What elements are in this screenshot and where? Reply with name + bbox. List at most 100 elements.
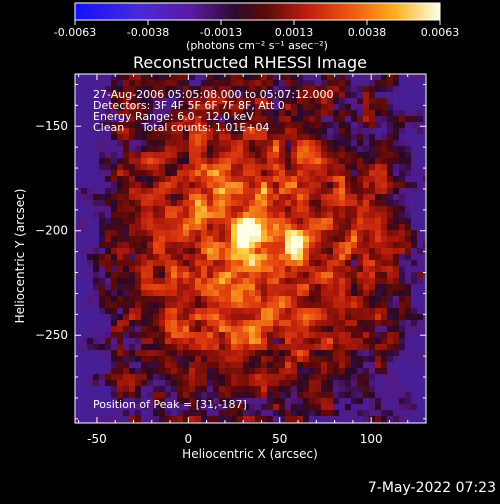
heatmap-cell (183, 248, 189, 254)
heatmap-cell (189, 170, 195, 176)
heatmap-cell (219, 356, 225, 362)
heatmap-cell (345, 206, 351, 212)
heatmap-cell (363, 392, 369, 398)
heatmap-cell (105, 302, 111, 308)
heatmap-cell (375, 260, 381, 266)
heatmap-cell (357, 110, 363, 116)
heatmap-cell (399, 146, 405, 152)
heatmap-cell (303, 386, 309, 392)
heatmap-cell (345, 230, 351, 236)
heatmap-cell (327, 320, 333, 326)
heatmap-cell (129, 356, 135, 362)
heatmap-cell (153, 188, 159, 194)
heatmap-cell (81, 344, 87, 350)
heatmap-cell (135, 80, 141, 86)
heatmap-cell (315, 380, 321, 386)
heatmap-cell (243, 200, 249, 206)
heatmap-cell (213, 314, 219, 320)
heatmap-cell (297, 140, 303, 146)
heatmap-cell (381, 314, 387, 320)
heatmap-cell (273, 206, 279, 212)
heatmap-cell (261, 332, 267, 338)
heatmap-cell (183, 200, 189, 206)
heatmap-cell (261, 380, 267, 386)
heatmap-cell (351, 98, 357, 104)
heatmap-cell (207, 80, 213, 86)
heatmap-cell (195, 230, 201, 236)
heatmap-cell (117, 260, 123, 266)
heatmap-cell (267, 314, 273, 320)
heatmap-cell (375, 248, 381, 254)
heatmap-cell (141, 254, 147, 260)
heatmap-cell (129, 242, 135, 248)
heatmap-cell (339, 242, 345, 248)
heatmap-cell (399, 152, 405, 158)
heatmap-cell (405, 284, 411, 290)
heatmap-cell (273, 218, 279, 224)
heatmap-cell (363, 236, 369, 242)
heatmap-cell (369, 200, 375, 206)
heatmap-cell (267, 272, 273, 278)
heatmap-cell (291, 122, 297, 128)
heatmap-cell (237, 236, 243, 242)
heatmap-cell (315, 104, 321, 110)
heatmap-cell (351, 260, 357, 266)
heatmap-cell (123, 302, 129, 308)
heatmap-cell (81, 254, 87, 260)
heatmap-cell (375, 272, 381, 278)
heatmap-cell (363, 230, 369, 236)
heatmap-cell (291, 356, 297, 362)
heatmap-cell (249, 278, 255, 284)
heatmap-cell (315, 326, 321, 332)
heatmap-cell (171, 350, 177, 356)
heatmap-cell (123, 122, 129, 128)
heatmap-cell (387, 356, 393, 362)
heatmap-cell (357, 278, 363, 284)
heatmap-cell (339, 248, 345, 254)
heatmap-cell (159, 104, 165, 110)
heatmap-cell (345, 386, 351, 392)
heatmap-cell (243, 104, 249, 110)
heatmap-cell (117, 362, 123, 368)
heatmap-cell (411, 356, 417, 362)
heatmap-cell (141, 122, 147, 128)
heatmap-cell (231, 242, 237, 248)
heatmap-cell (183, 242, 189, 248)
heatmap-cell (291, 230, 297, 236)
heatmap-cell (231, 128, 237, 134)
heatmap-cell (297, 260, 303, 266)
heatmap-cell (183, 212, 189, 218)
heatmap-cell (105, 224, 111, 230)
heatmap-cell (171, 230, 177, 236)
heatmap-cell (93, 266, 99, 272)
heatmap-cell (147, 302, 153, 308)
heatmap-cell (87, 284, 93, 290)
heatmap-cell (183, 290, 189, 296)
heatmap-cell (183, 374, 189, 380)
heatmap-cell (339, 404, 345, 410)
heatmap-cell (135, 266, 141, 272)
heatmap-cell (321, 92, 327, 98)
heatmap-cell (273, 404, 279, 410)
heatmap-cell (375, 104, 381, 110)
heatmap-cell (129, 224, 135, 230)
heatmap-cell (195, 248, 201, 254)
heatmap-cell (201, 326, 207, 332)
heatmap-cell (309, 242, 315, 248)
heatmap-cell (117, 176, 123, 182)
heatmap-cell (279, 98, 285, 104)
heatmap-cell (387, 326, 393, 332)
heatmap-cell (225, 230, 231, 236)
heatmap-cell (105, 278, 111, 284)
heatmap-cell (267, 290, 273, 296)
heatmap-cell (393, 410, 399, 416)
heatmap-cell (267, 212, 273, 218)
heatmap-cell (381, 86, 387, 92)
heatmap-cell (243, 290, 249, 296)
heatmap-cell (189, 338, 195, 344)
heatmap-cell (171, 116, 177, 122)
heatmap-cell (177, 326, 183, 332)
heatmap-cell (375, 152, 381, 158)
heatmap-cell (165, 338, 171, 344)
heatmap-cell (279, 344, 285, 350)
